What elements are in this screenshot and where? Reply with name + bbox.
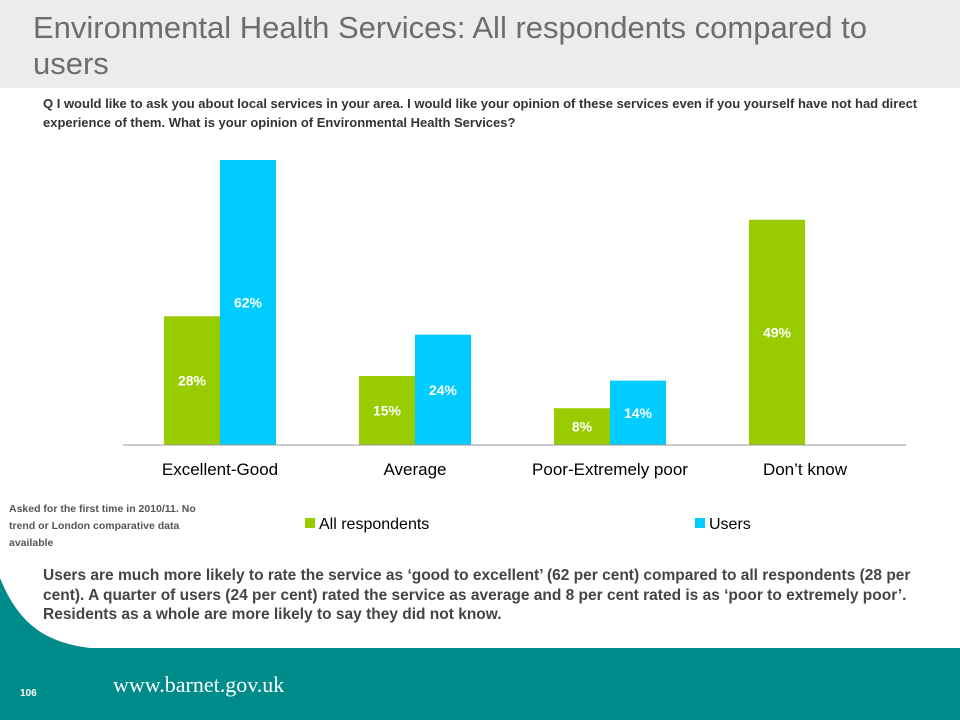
page-number: 106 — [20, 688, 37, 699]
data-label: 49% — [763, 324, 792, 340]
data-label: 15% — [373, 403, 402, 419]
legend-swatch — [695, 518, 705, 528]
survey-question: Q I would like to ask you about local se… — [43, 96, 918, 130]
bar-chart: 28% 62% 15% 24% 8% 14% 49% Excellent-Good Avera… — [123, 160, 906, 533]
header-band — [0, 0, 960, 88]
data-label: 62% — [234, 295, 263, 311]
bar-users-2 — [610, 380, 666, 445]
bar-users-1 — [415, 334, 471, 445]
legend-label: All respondents — [319, 516, 429, 533]
summary-text: Users are much more likely to rate the s… — [43, 567, 911, 623]
slide-title: Environmental Health Services: All respo… — [33, 10, 867, 81]
legend-swatch — [305, 518, 315, 528]
footer-curve — [0, 578, 960, 720]
data-label: 14% — [624, 405, 653, 421]
bar-users-0 — [220, 160, 276, 445]
legend-label: Users — [709, 516, 751, 533]
footer-url[interactable]: www.barnet.gov.uk — [113, 672, 285, 697]
category-label: Average — [383, 460, 446, 479]
bar-all-respondents-2 — [554, 408, 610, 445]
category-label: Don’t know — [763, 460, 848, 479]
data-label: 24% — [429, 382, 458, 398]
data-label: 28% — [178, 373, 207, 389]
bar-all-respondents-3 — [749, 219, 805, 445]
bars-group — [164, 160, 805, 445]
legend: All respondents Users — [305, 516, 751, 533]
data-label: 8% — [572, 419, 593, 435]
category-labels-group: Excellent-Good Average Poor-Extremely poor… — [162, 460, 848, 479]
footnote: Asked for the first time in 2010/11. No … — [9, 503, 196, 549]
value-labels-group: 28% 62% 15% 24% 8% 14% 49% — [178, 295, 792, 435]
bar-all-respondents-0 — [164, 316, 220, 445]
category-label: Excellent-Good — [162, 460, 278, 479]
bar-all-respondents-1 — [359, 376, 415, 445]
category-label: Poor-Extremely poor — [532, 460, 688, 479]
